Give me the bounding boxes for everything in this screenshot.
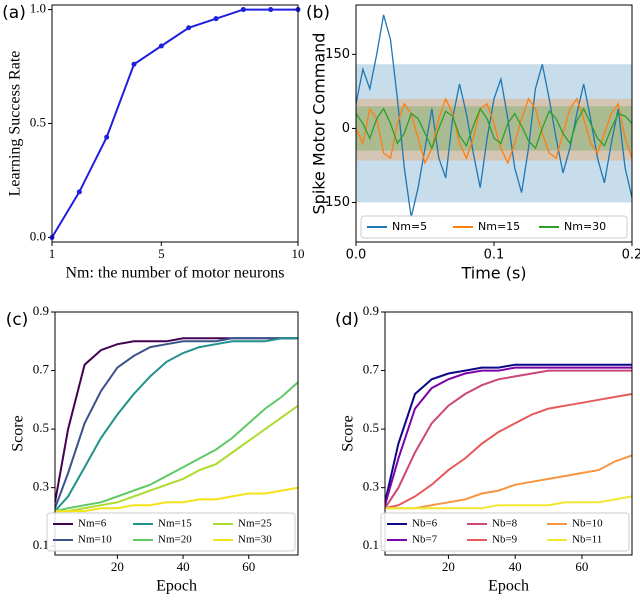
series-line — [385, 369, 632, 509]
series-line — [52, 8, 298, 238]
series-line — [385, 393, 632, 510]
legend-box — [380, 512, 630, 552]
series-line — [356, 97, 632, 165]
y-tick-label: 0.7 — [363, 362, 380, 377]
y-tick-label: 0.1 — [363, 537, 379, 552]
legend-label: Nm=5 — [392, 220, 427, 233]
plot-area — [52, 8, 298, 238]
legend-label: Nb=6 — [412, 518, 438, 530]
y-axis-label: Score — [340, 415, 357, 451]
plot-area — [55, 337, 298, 513]
y-axis-label: Score — [10, 415, 27, 451]
axes-frame — [384, 311, 633, 556]
x-axis-label: Nm: the number of motor neurons — [65, 265, 284, 282]
series-line — [385, 363, 632, 503]
legend-box — [46, 512, 296, 552]
series-line — [385, 495, 632, 510]
y-tick-label: 0.9 — [33, 303, 49, 318]
data-point — [186, 25, 192, 31]
y-tick-label: 0.1 — [33, 537, 49, 552]
x-tick-label: 1 — [49, 246, 56, 261]
data-point — [131, 61, 137, 67]
legend-label: Nm=20 — [158, 534, 192, 546]
y-tick-label: 1.0 — [30, 1, 46, 16]
series-line — [55, 381, 298, 513]
legend-label: Nb=7 — [412, 534, 438, 546]
legend-label: Nb=9 — [492, 534, 518, 546]
legend-label: Nm=6 — [78, 518, 107, 530]
x-tick-label: 20 — [111, 559, 124, 574]
x-tick-label: 20 — [442, 559, 455, 574]
panel: (b) Spike Motor Command Time (s) 0.0 0.1 0.2 −… — [306, 3, 640, 283]
legend-label: Nm=15 — [478, 220, 520, 233]
y-tick-label: 0.7 — [33, 362, 50, 377]
data-point — [104, 134, 110, 140]
panel: (d) Score Epoch 20 40 60 0.1 0.3 0.5 0.7 0.9 Nb=6 Nb… — [335, 303, 633, 595]
legend-label: Nm=15 — [158, 518, 192, 530]
band — [356, 64, 632, 203]
x-tick-label: 0.1 — [484, 248, 505, 263]
legend-label: Nb=10 — [572, 518, 603, 530]
data-point — [213, 16, 219, 22]
legend-label: Nm=30 — [238, 534, 272, 546]
x-tick-label: 40 — [177, 559, 190, 574]
panel-label: (d) — [335, 310, 359, 330]
legend-label: Nm=25 — [238, 518, 272, 530]
x-axis-label: Epoch — [488, 578, 529, 595]
legend-label: Nm=30 — [564, 220, 606, 233]
y-tick-label: −150 — [314, 195, 350, 210]
series-line — [55, 337, 298, 503]
axes-frame — [355, 4, 633, 243]
y-tick-label: 0.3 — [33, 479, 49, 494]
x-tick-label: 5 — [158, 246, 165, 261]
legend-label: Nm=10 — [78, 534, 112, 546]
x-tick-label: 0.2 — [622, 248, 640, 263]
series-line — [55, 486, 298, 513]
series-line — [55, 337, 298, 509]
x-tick-label: 60 — [242, 559, 255, 574]
legend-label: Nb=11 — [572, 534, 602, 546]
x-tick-label: 0.0 — [346, 248, 367, 263]
y-axis-label: Spike Motor Command — [310, 33, 329, 215]
series-line — [55, 337, 298, 512]
legend-label: Nb=8 — [492, 518, 518, 530]
plot-area — [356, 14, 632, 218]
data-point — [240, 7, 246, 13]
series-line — [356, 14, 632, 218]
series-line — [356, 107, 632, 150]
x-axis-label: Time (s) — [460, 264, 526, 283]
x-axis-label: Epoch — [156, 578, 197, 595]
panel-label: (c) — [6, 310, 29, 330]
series-line — [55, 404, 298, 513]
plot-area — [385, 363, 632, 510]
axes-frame — [51, 4, 299, 243]
x-tick-label: 10 — [292, 246, 305, 261]
y-tick-label: 0.5 — [363, 420, 379, 435]
data-point — [158, 43, 164, 49]
data-point — [76, 189, 82, 195]
axes-frame — [54, 311, 299, 556]
series-line — [385, 366, 632, 506]
y-tick-label: 0.5 — [33, 420, 49, 435]
panel-label: (b) — [306, 3, 330, 23]
panel-label: (a) — [2, 3, 26, 23]
data-point — [268, 7, 274, 13]
y-tick-label: 0.0 — [30, 228, 46, 243]
panel: (c) Score Epoch 20 40 60 0.1 0.3 0.5 0.7 0.9 Nm=6 Nm… — [6, 303, 299, 595]
panel: (a) Learning Success Rate Nm: the number o… — [2, 1, 304, 282]
legend-box — [360, 215, 628, 239]
y-tick-label: 150 — [325, 47, 350, 62]
y-tick-label: 0.5 — [30, 114, 46, 129]
y-axis-label: Learning Success Rate — [7, 51, 24, 197]
x-tick-label: 60 — [575, 559, 588, 574]
y-tick-label: 0 — [342, 121, 350, 136]
series-line — [385, 454, 632, 510]
y-tick-label: 0.3 — [363, 479, 379, 494]
x-tick-label: 40 — [509, 559, 522, 574]
y-tick-label: 0.9 — [363, 303, 379, 318]
